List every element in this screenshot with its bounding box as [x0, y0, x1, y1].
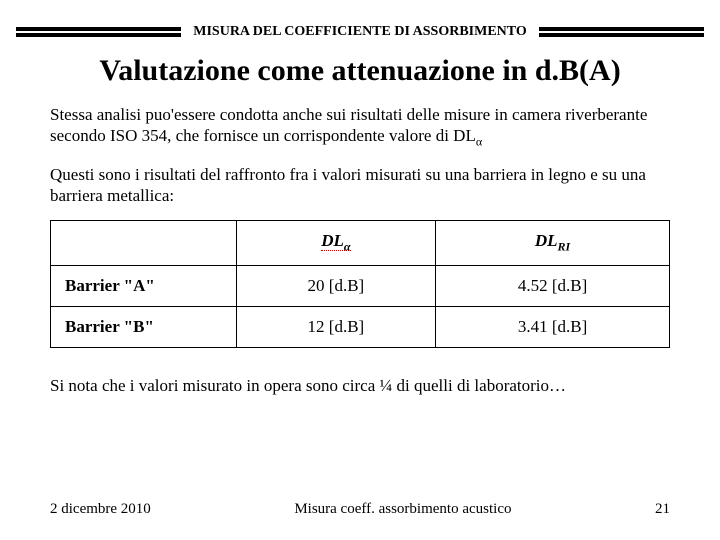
table-row: Barrier "A" 20 [d.B] 4.52 [d.B] — [51, 265, 670, 306]
header-rule-right — [539, 27, 704, 37]
th-dl-alpha-sub: α — [344, 240, 351, 254]
row-value-dl-ri: 3.41 [d.B] — [436, 306, 670, 347]
footer-title: Misura coeff. assorbimento acustico — [294, 501, 511, 518]
paragraph-1: Stessa analisi puo'essere condotta anche… — [50, 104, 670, 150]
header-row: MISURA DEL COEFFICIENTE DI ASSORBIMENTO — [0, 0, 720, 40]
comparison-table: DLα DLRI Barrier "A" 20 [d.B] 4.52 [d.B]… — [50, 220, 670, 347]
th-dl-ri-sub: RI — [558, 240, 571, 254]
table-header-row: DLα DLRI — [51, 221, 670, 265]
table-header-dl-alpha: DLα — [236, 221, 435, 265]
row-label: Barrier "B" — [51, 306, 237, 347]
row-value-dl-ri: 4.52 [d.B] — [436, 265, 670, 306]
table-header-dl-ri: DLRI — [436, 221, 670, 265]
th-dl-alpha-main: DL — [321, 231, 344, 250]
footer-date: 2 dicembre 2010 — [50, 501, 151, 518]
row-label: Barrier "A" — [51, 265, 237, 306]
paragraph-2: Questi sono i risultati del raffronto fr… — [50, 164, 670, 207]
row-value-dl-alpha: 20 [d.B] — [236, 265, 435, 306]
paragraph-1-text: Stessa analisi puo'essere condotta anche… — [50, 105, 647, 145]
th-dl-ri-main: DL — [535, 231, 558, 250]
slide-footer: 2 dicembre 2010 Misura coeff. assorbimen… — [0, 501, 720, 518]
header-label: MISURA DEL COEFFICIENTE DI ASSORBIMENTO — [189, 24, 530, 40]
header-rule-left — [16, 27, 181, 37]
table-header-blank — [51, 221, 237, 265]
note-text: Si nota che i valori misurato in opera s… — [50, 376, 670, 396]
footer-page-number: 21 — [655, 501, 670, 518]
row-value-dl-alpha: 12 [d.B] — [236, 306, 435, 347]
paragraph-1-subscript: α — [476, 135, 482, 149]
table-row: Barrier "B" 12 [d.B] 3.41 [d.B] — [51, 306, 670, 347]
page-title: Valutazione come attenuazione in d.B(A) — [20, 54, 700, 88]
